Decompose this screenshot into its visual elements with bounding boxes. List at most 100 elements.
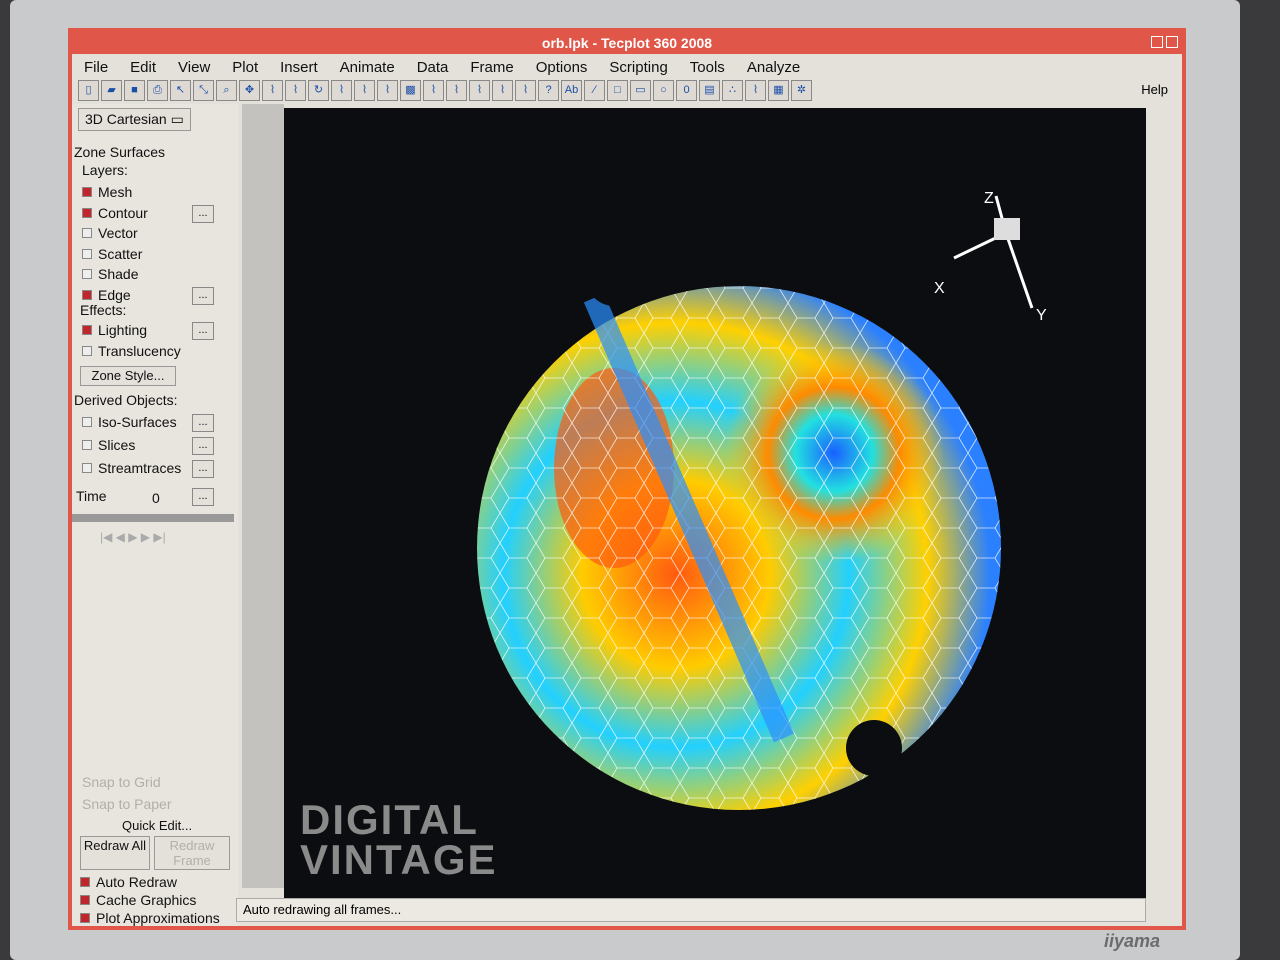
checkbox-lighting[interactable]: Lighting [82, 322, 147, 338]
select-icon[interactable]: ↖ [170, 80, 191, 101]
rotate-icon[interactable]: ↻ [308, 80, 329, 101]
probe-y-icon[interactable]: ⌇ [354, 80, 375, 101]
rotate-x-icon[interactable]: ⌇ [262, 80, 283, 101]
rotate-y-icon[interactable]: ⌇ [285, 80, 306, 101]
edge-icon[interactable]: ⌇ [492, 80, 513, 101]
options-button[interactable]: ... [192, 460, 214, 478]
menu-data[interactable]: Data [416, 58, 449, 76]
options-button[interactable]: ... [192, 437, 214, 455]
anchor-icon[interactable]: ⌇ [377, 80, 398, 101]
checkbox-streamtraces[interactable]: Streamtraces [82, 460, 181, 476]
checkbox-icon[interactable] [82, 187, 92, 197]
mesh-overlay [477, 286, 1001, 810]
menu-help[interactable]: Help [1141, 82, 1168, 97]
square-icon[interactable]: □ [607, 80, 628, 101]
checkbox-auto-redraw[interactable]: Auto Redraw [80, 874, 177, 890]
ellipse-icon[interactable]: 0 [676, 80, 697, 101]
time-slider[interactable] [72, 514, 234, 522]
checkbox-icon[interactable] [82, 417, 92, 427]
checkbox-cache-graphics[interactable]: Cache Graphics [80, 892, 196, 908]
scatter-icon[interactable]: ∴ [722, 80, 743, 101]
menu-edit[interactable]: Edit [130, 58, 157, 76]
checkbox-icon[interactable] [80, 913, 90, 923]
text-icon[interactable]: Ab [561, 80, 582, 101]
minimize-button[interactable] [1151, 36, 1163, 48]
menu-plot[interactable]: Plot [232, 58, 259, 76]
adjust-icon[interactable]: ⤡ [193, 80, 214, 101]
animation-controls[interactable]: |◀ ◀ ▶ ▶ ▶| [100, 530, 166, 544]
checkbox-icon[interactable] [82, 228, 92, 238]
options-button[interactable]: ... [192, 204, 214, 223]
checkbox-icon[interactable] [80, 877, 90, 887]
mesh-icon[interactable]: ⌇ [515, 80, 536, 101]
options-button[interactable]: ... [192, 286, 214, 305]
axis-z-label: Z [984, 190, 994, 207]
plot-type-select[interactable]: 3D Cartesian ▭ [78, 108, 191, 131]
grid-icon[interactable]: ▦ [768, 80, 789, 101]
checkbox-icon[interactable] [82, 463, 92, 473]
checkbox-plot-approximations[interactable]: Plot Approximations [80, 910, 220, 926]
checkbox-iso-surfaces[interactable]: Iso-Surfaces [82, 414, 177, 430]
maximize-button[interactable] [1166, 36, 1178, 48]
checkbox-icon[interactable] [82, 325, 92, 335]
checkbox-contour[interactable]: Contour [82, 205, 148, 221]
orb-plot: Z X Y [477, 190, 1047, 810]
menu-insert[interactable]: Insert [280, 58, 318, 76]
frame-icon[interactable]: ▤ [699, 80, 720, 101]
circle-icon[interactable]: ○ [653, 80, 674, 101]
menu-analyze[interactable]: Analyze [746, 58, 801, 76]
frame-gutter [242, 104, 284, 888]
menu-tools[interactable]: Tools [689, 58, 725, 76]
iso-icon[interactable]: ⌇ [469, 80, 490, 101]
menu-animate[interactable]: Animate [339, 58, 395, 76]
open-icon[interactable]: ▰ [101, 80, 122, 101]
checkbox-icon[interactable] [82, 440, 92, 450]
zone-style-button[interactable]: Zone Style... [80, 366, 176, 386]
redraw-frame-button[interactable]: Redraw Frame [154, 836, 230, 870]
checkbox-slices[interactable]: Slices [82, 437, 135, 453]
checkbox-scatter[interactable]: Scatter [82, 246, 142, 262]
menu-view[interactable]: View [178, 58, 211, 76]
print-icon[interactable]: ⎙ [147, 80, 168, 101]
menu-bar: File Edit View Plot Insert Animate Data Frame Op… [72, 56, 800, 78]
save-icon[interactable]: ■ [124, 80, 145, 101]
checkbox-shade[interactable]: Shade [82, 266, 138, 282]
menu-options[interactable]: Options [535, 58, 588, 76]
options-button[interactable]: ... [192, 414, 214, 432]
contour-icon[interactable]: ▩ [400, 80, 421, 101]
time-label: Time [76, 488, 107, 504]
checkbox-translucency[interactable]: Translucency [82, 343, 181, 359]
tecplot-window: orb.lpk - Tecplot 360 2008 File Edit View P… [68, 28, 1186, 930]
monitor-brand: iiyama [1103, 931, 1160, 951]
new-icon[interactable]: ▯ [78, 80, 99, 101]
line-icon[interactable]: ∕ [584, 80, 605, 101]
checkbox-icon[interactable] [82, 346, 92, 356]
menu-scripting[interactable]: Scripting [609, 58, 668, 76]
snap-to-paper[interactable]: Snap to Paper [82, 796, 172, 812]
gear-icon[interactable]: ✲ [791, 80, 812, 101]
zoom-icon[interactable]: ⌕ [216, 80, 237, 101]
rectangle-icon[interactable]: ▭ [630, 80, 651, 101]
snap-to-grid[interactable]: Snap to Grid [82, 774, 161, 790]
probe-x-icon[interactable]: ⌇ [331, 80, 352, 101]
plot-canvas[interactable]: Z X Y [284, 108, 1146, 898]
translate-icon[interactable]: ✥ [239, 80, 260, 101]
slice-icon[interactable]: ⌇ [446, 80, 467, 101]
checkbox-icon[interactable] [82, 248, 92, 259]
quick-edit-button[interactable]: Quick Edit... [122, 818, 193, 833]
streamtrace-icon[interactable]: ⌇ [423, 80, 444, 101]
checkbox-mesh[interactable]: Mesh [82, 184, 132, 200]
checkbox-icon[interactable] [82, 289, 92, 300]
checkbox-icon[interactable] [82, 207, 92, 218]
help-icon[interactable]: ? [538, 80, 559, 101]
checkbox-vector[interactable]: Vector [82, 225, 138, 241]
menu-file[interactable]: File [84, 58, 109, 76]
polyline-icon[interactable]: ⌇ [745, 80, 766, 101]
redraw-all-button[interactable]: Redraw All [80, 836, 150, 870]
time-options-button[interactable]: ... [192, 488, 214, 506]
options-button[interactable]: ... [192, 322, 214, 340]
checkbox-edge[interactable]: Edge [82, 287, 131, 303]
menu-frame[interactable]: Frame [470, 58, 514, 76]
checkbox-icon[interactable] [82, 269, 92, 279]
checkbox-icon[interactable] [80, 895, 90, 905]
